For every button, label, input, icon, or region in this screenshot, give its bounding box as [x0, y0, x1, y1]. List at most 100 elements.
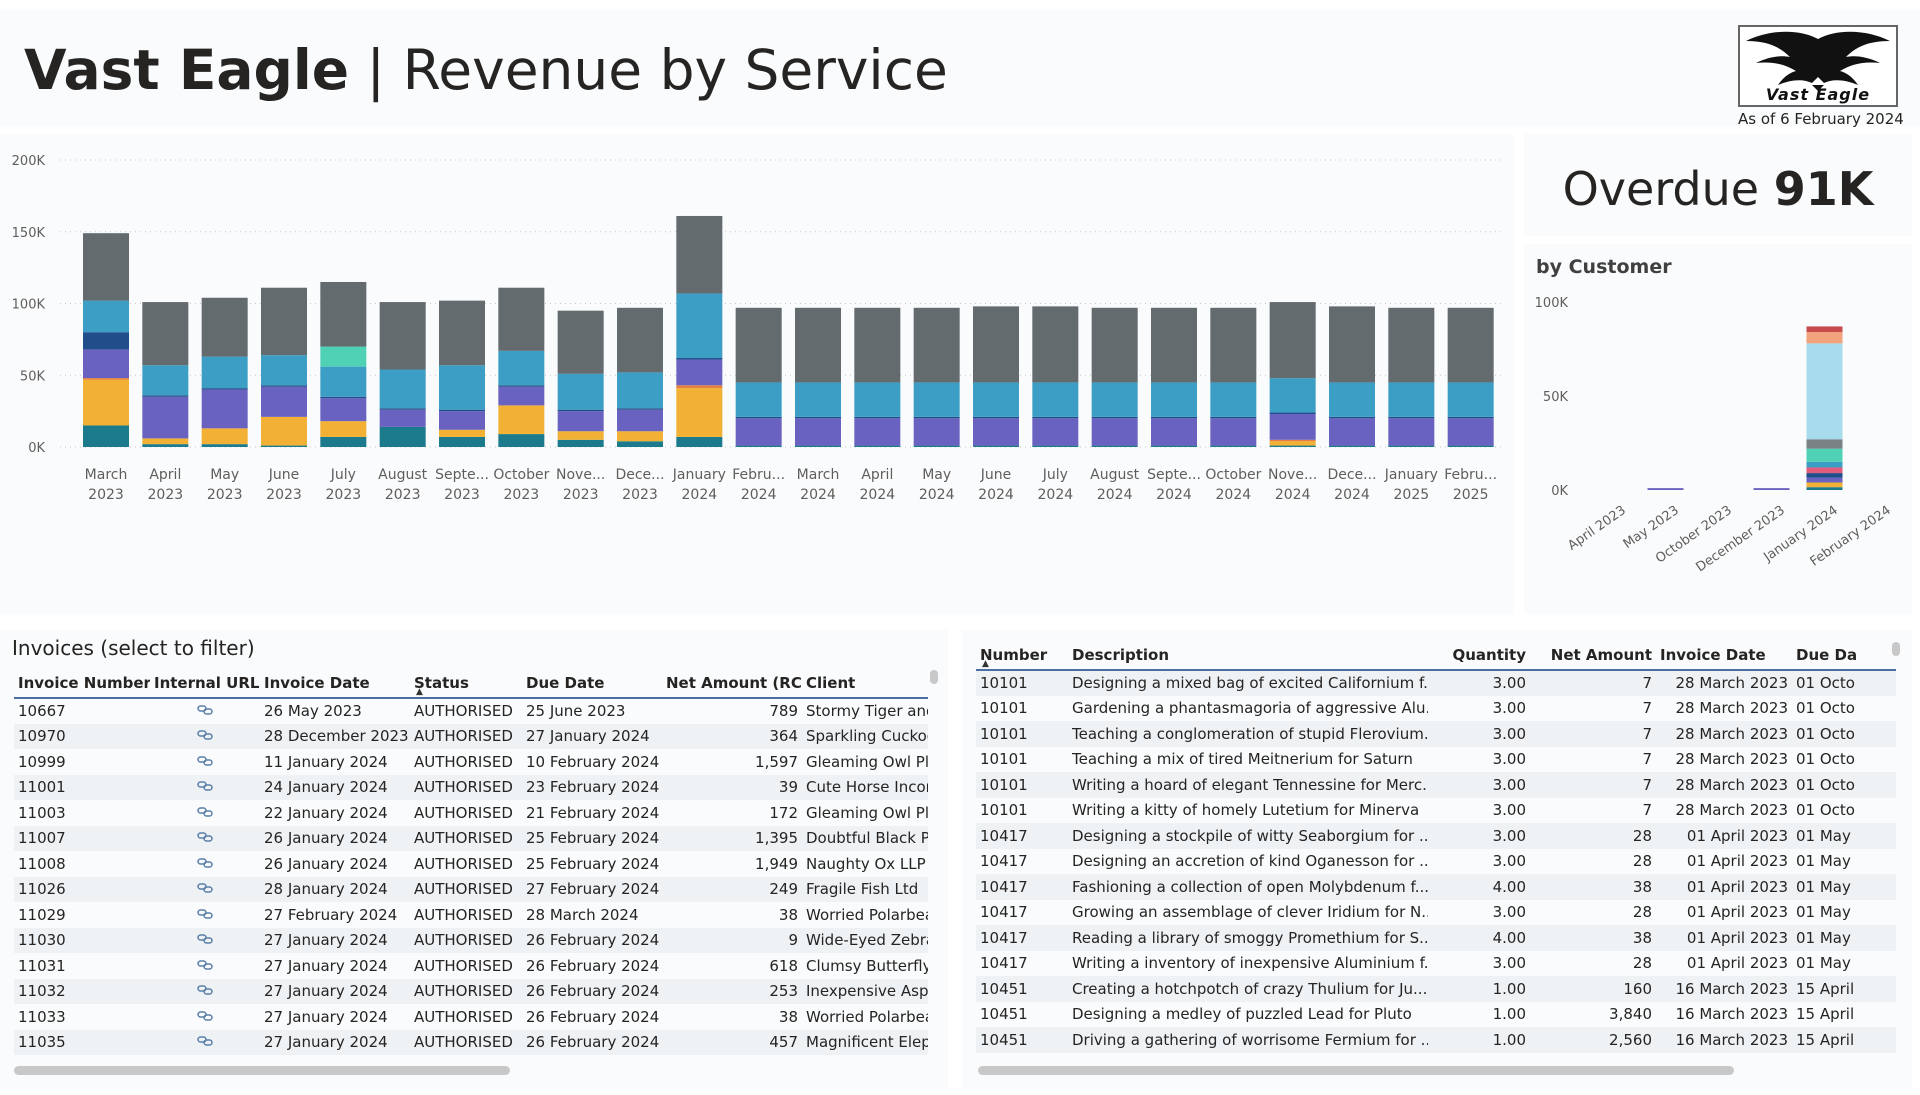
link-icon[interactable]	[197, 957, 213, 975]
invoices-vertical-scrollbar[interactable]	[930, 670, 938, 684]
due-date-cell: 25 June 2023	[526, 702, 626, 721]
invoice-line-row[interactable]: 10451 Driving a gathering of worrisome Fe…	[976, 1027, 1896, 1053]
invoice-row[interactable]: 11032 27 January 2024 AUTHORISED 26 Februar…	[14, 978, 928, 1004]
internal-url-cell[interactable]	[150, 902, 260, 928]
invoice-line-row[interactable]: 10101 Teaching a conglomeration of stupid…	[976, 721, 1896, 747]
column-header[interactable]: Description	[1068, 640, 1428, 671]
internal-url-cell[interactable]	[150, 800, 260, 826]
link-icon[interactable]	[197, 906, 213, 924]
link-icon[interactable]	[197, 804, 213, 822]
column-header[interactable]: Net Amount (RC)	[662, 668, 802, 699]
internal-url-cell[interactable]	[150, 749, 260, 775]
link-icon[interactable]	[197, 753, 213, 771]
client-cell: Worried Polarbea	[806, 905, 928, 924]
quantity-cell: 1.00	[1492, 1005, 1526, 1024]
quantity-cell: 3.00	[1492, 699, 1526, 718]
invoice-row[interactable]: 11001 24 January 2024 AUTHORISED 23 Februar…	[14, 774, 928, 800]
bar-segment	[83, 425, 129, 447]
link-icon[interactable]	[197, 702, 213, 720]
invoice-row[interactable]: 10667 26 May 2023 AUTHORISED 25 June 2023 78…	[14, 698, 928, 724]
invoice-line-row[interactable]: 10101 Writing a kitty of homely Lutetium …	[976, 798, 1896, 824]
column-header[interactable]: Invoice Number	[14, 668, 150, 699]
invoice-line-row[interactable]: 10417 Growing an assemblage of clever Iri…	[976, 900, 1896, 926]
invoice-line-row[interactable]: 10101 Teaching a mix of tired Meitnerium …	[976, 747, 1896, 773]
column-header[interactable]: Internal URL	[150, 668, 260, 699]
invoice-row[interactable]: 11030 27 January 2024 AUTHORISED 26 Februar…	[14, 927, 928, 953]
column-header[interactable]: Number ▲	[976, 640, 1068, 671]
internal-url-cell[interactable]	[150, 978, 260, 1004]
column-header[interactable]: Status ▲	[410, 668, 522, 699]
invoice-row[interactable]: 11031 27 January 2024 AUTHORISED 26 Februar…	[14, 953, 928, 979]
link-icon[interactable]	[197, 727, 213, 745]
line-number-cell: 10451	[976, 1027, 1068, 1053]
internal-url-cell[interactable]	[150, 723, 260, 749]
invoice-line-row[interactable]: 10101 Gardening a phantasmagoria of aggre…	[976, 696, 1896, 722]
column-header[interactable]: Invoice Date	[1656, 640, 1792, 671]
lines-horizontal-scrollbar[interactable]	[978, 1066, 1734, 1075]
invoice-row[interactable]: 11003 22 January 2024 AUTHORISED 21 Februar…	[14, 800, 928, 826]
invoice-row[interactable]: 11029 27 February 2024 AUTHORISED 28 March …	[14, 902, 928, 928]
internal-url-cell[interactable]	[150, 927, 260, 953]
internal-url-cell[interactable]	[150, 851, 260, 877]
invoice-line-row[interactable]: 10417 Writing a inventory of inexpensive …	[976, 951, 1896, 977]
x-tick-label: March	[797, 467, 840, 483]
link-icon[interactable]	[197, 778, 213, 796]
invoice-row[interactable]: 11026 28 January 2024 AUTHORISED 27 Februar…	[14, 876, 928, 902]
bar-segment	[617, 408, 663, 410]
column-header[interactable]: Client	[802, 668, 928, 699]
revenue-by-service-chart[interactable]: 0K 50K 100K 150K 200K March 2023 April 2023 May 20…	[0, 134, 1514, 614]
internal-url-cell[interactable]	[150, 698, 260, 724]
line-due-date-cell: 01 Octo	[1792, 772, 1896, 798]
line-net-amount-cell: 3,840	[1609, 1005, 1652, 1024]
link-icon[interactable]	[197, 829, 213, 847]
lines-vertical-scrollbar[interactable]	[1892, 642, 1900, 656]
column-header[interactable]: Due Date	[522, 668, 662, 699]
internal-url-cell[interactable]	[150, 774, 260, 800]
column-header[interactable]: Quantity	[1428, 640, 1530, 671]
line-invoice-date-cell: 28 March 2023	[1656, 721, 1792, 747]
due-date-cell: 27 January 2024	[522, 723, 662, 749]
bar-segment	[83, 379, 129, 426]
invoice-date-cell: 26 January 2024	[260, 825, 410, 851]
invoice-line-row[interactable]: 10417 Designing an accretion of kind Ogan…	[976, 849, 1896, 875]
link-icon[interactable]	[197, 855, 213, 873]
column-header[interactable]: Due Da	[1792, 640, 1896, 671]
invoice-lines-table[interactable]: Number ▲ Description Quantity Net Amount Invo…	[976, 640, 1896, 1053]
column-header[interactable]: Invoice Date	[260, 668, 410, 699]
internal-url-cell[interactable]	[150, 1029, 260, 1055]
bar-segment	[1032, 445, 1079, 447]
invoices-horizontal-scrollbar[interactable]	[14, 1066, 510, 1075]
invoice-line-row[interactable]: 10451 Creating a hotchpotch of crazy Thul…	[976, 976, 1896, 1002]
internal-url-cell[interactable]	[150, 953, 260, 979]
internal-url-cell[interactable]	[150, 825, 260, 851]
link-icon[interactable]	[197, 1033, 213, 1051]
link-icon[interactable]	[197, 982, 213, 1000]
invoice-row[interactable]: 10999 11 January 2024 AUTHORISED 10 Februar…	[14, 749, 928, 775]
column-header[interactable]: Net Amount	[1530, 640, 1656, 671]
invoice-line-row[interactable]: 10417 Reading a library of smoggy Prometh…	[976, 925, 1896, 951]
invoice-line-row[interactable]: 10451 Designing a medley of puzzled Lead …	[976, 1002, 1896, 1028]
y-tick-label: 0K	[1551, 484, 1568, 499]
invoice-line-row[interactable]: 10101 Writing a hoard of elegant Tennessi…	[976, 772, 1896, 798]
invoice-row[interactable]: 11007 26 January 2024 AUTHORISED 25 Februar…	[14, 825, 928, 851]
invoice-line-row[interactable]: 10417 Fashioning a collection of open Mol…	[976, 874, 1896, 900]
link-icon[interactable]	[197, 1008, 213, 1026]
lines-table-wrap[interactable]: Number ▲ Description Quantity Net Amount Invo…	[976, 640, 1896, 1058]
logo-text: Vast Eagle	[1765, 85, 1871, 104]
internal-url-cell[interactable]	[150, 1004, 260, 1030]
bar-segment	[498, 287, 545, 351]
invoice-row[interactable]: 11035 27 January 2024 AUTHORISED 26 Februar…	[14, 1029, 928, 1055]
internal-url-cell[interactable]	[150, 876, 260, 902]
line-due-date-cell: 01 May	[1792, 874, 1896, 900]
invoice-row[interactable]: 11033 27 January 2024 AUTHORISED 26 Februar…	[14, 1004, 928, 1030]
invoice-row[interactable]: 11008 26 January 2024 AUTHORISED 25 Februar…	[14, 851, 928, 877]
invoice-line-row[interactable]: 10101 Designing a mixed bag of excited Ca…	[976, 670, 1896, 696]
link-icon[interactable]	[197, 880, 213, 898]
invoice-line-row[interactable]: 10417 Designing a stockpile of witty Seab…	[976, 823, 1896, 849]
invoices-table-wrap[interactable]: Invoice Number Internal URL Invoice Date St…	[14, 668, 928, 1068]
invoices-table[interactable]: Invoice Number Internal URL Invoice Date St…	[14, 668, 928, 1055]
invoice-row[interactable]: 10970 28 December 2023 AUTHORISED 27 Januar…	[14, 723, 928, 749]
report-subtitle: Revenue by Service	[402, 38, 948, 102]
link-icon[interactable]	[197, 931, 213, 949]
